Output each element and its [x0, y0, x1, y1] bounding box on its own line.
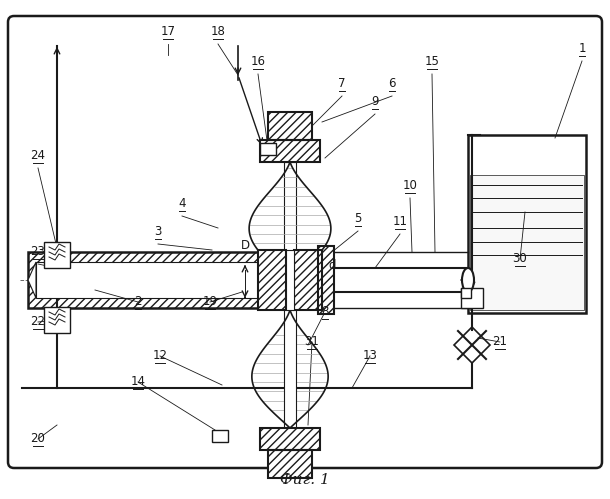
Text: 2: 2	[134, 295, 142, 308]
Text: 12: 12	[152, 349, 168, 362]
Bar	[260, 143, 276, 155]
Bar	[44, 307, 70, 333]
Bar	[294, 250, 322, 310]
Text: 5: 5	[354, 212, 362, 225]
Bar	[260, 428, 320, 450]
Bar	[28, 252, 282, 308]
Text: 21: 21	[492, 335, 508, 348]
Text: 16: 16	[251, 55, 265, 68]
Text: 14: 14	[131, 375, 146, 388]
Text: 22: 22	[30, 315, 46, 328]
Text: 11: 11	[392, 215, 407, 228]
Text: 18: 18	[210, 25, 226, 38]
Text: 8: 8	[321, 305, 329, 318]
Bar	[470, 175, 584, 310]
Text: 7: 7	[339, 77, 346, 90]
Bar	[284, 162, 296, 252]
Bar	[260, 140, 320, 162]
Text: 24: 24	[30, 149, 46, 162]
Bar	[268, 112, 312, 140]
Bar	[44, 242, 70, 268]
Text: 19: 19	[203, 295, 218, 308]
Text: 3: 3	[154, 225, 162, 238]
Text: Фиг. 1: Фиг. 1	[280, 473, 330, 487]
Text: 30: 30	[512, 252, 528, 265]
Text: 13: 13	[362, 349, 378, 362]
Bar	[260, 140, 320, 162]
Text: 15: 15	[425, 55, 439, 68]
Bar	[461, 288, 471, 298]
Ellipse shape	[462, 268, 474, 292]
Text: 17: 17	[160, 25, 176, 38]
Bar	[268, 112, 312, 140]
Bar	[212, 430, 228, 442]
FancyBboxPatch shape	[8, 16, 602, 468]
Bar	[260, 428, 320, 450]
Text: 31: 31	[304, 335, 320, 348]
Bar	[286, 250, 294, 310]
Text: 1: 1	[578, 42, 586, 55]
Bar	[258, 250, 286, 310]
Bar	[36, 262, 274, 298]
Text: 4: 4	[178, 197, 186, 210]
Bar	[268, 450, 312, 478]
Text: 23: 23	[30, 245, 45, 258]
Bar	[461, 288, 483, 308]
Bar	[318, 268, 468, 292]
Bar	[258, 250, 286, 310]
Bar	[268, 450, 312, 478]
Bar	[318, 246, 334, 314]
Text: 20: 20	[30, 432, 45, 445]
Text: 9: 9	[371, 95, 379, 108]
Bar	[318, 246, 334, 314]
Bar	[284, 308, 296, 428]
Polygon shape	[28, 262, 36, 298]
Text: d: d	[328, 259, 336, 272]
Bar	[294, 250, 322, 310]
Bar	[468, 135, 586, 313]
Text: D: D	[240, 239, 249, 252]
Text: 6: 6	[388, 77, 396, 90]
Text: 10: 10	[403, 179, 417, 192]
